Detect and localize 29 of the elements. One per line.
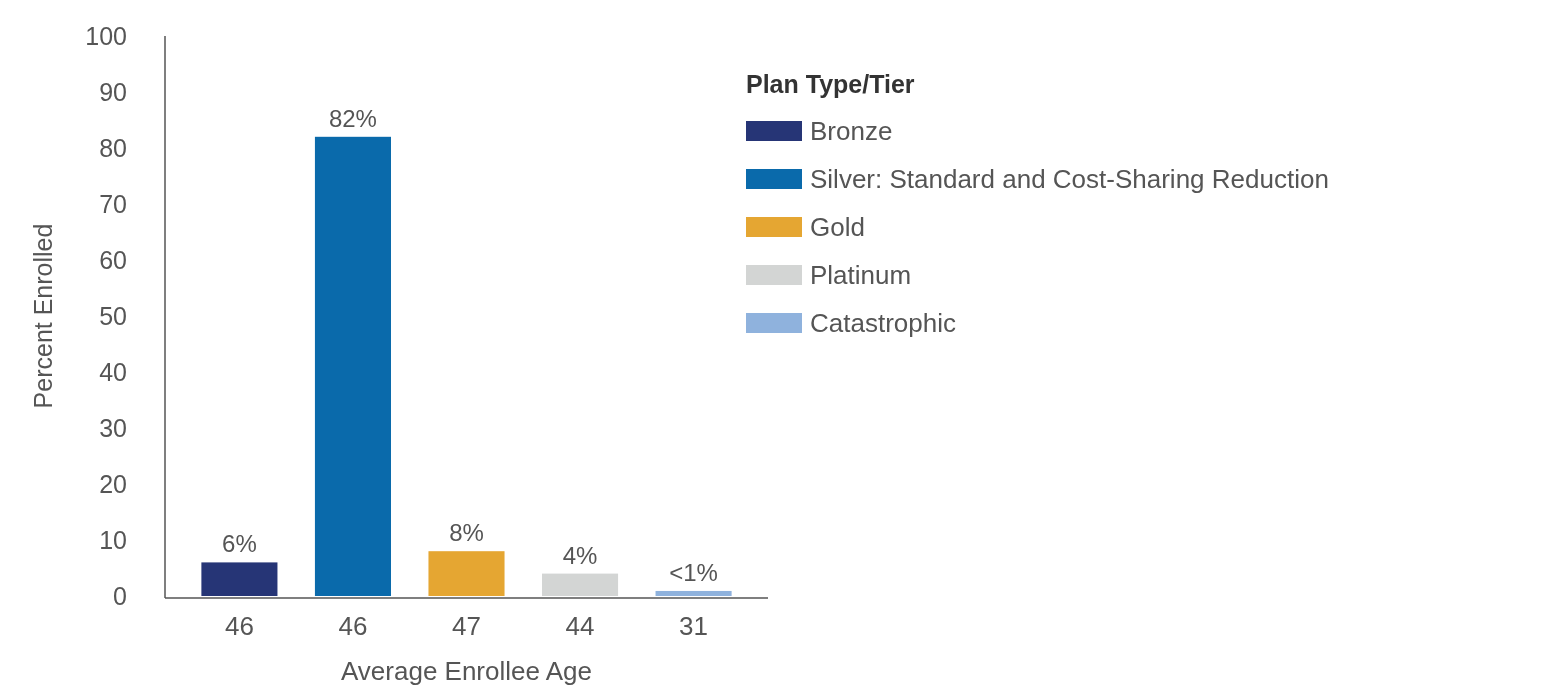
y-tick-label: 70: [99, 190, 127, 218]
x-tick-label: 31: [679, 611, 709, 641]
legend-label: Gold: [810, 212, 865, 242]
x-tick-label: 47: [452, 611, 481, 641]
y-tick-label: 90: [99, 78, 127, 106]
legend-label: Platinum: [810, 260, 912, 290]
x-axis-title: Average Enrollee Age: [340, 656, 593, 686]
text: 6%: [222, 530, 257, 558]
text: 4%: [562, 541, 598, 569]
y-tick-label: 30: [99, 414, 127, 442]
text: 82%: [328, 104, 377, 132]
x-tick-label: 44: [565, 611, 595, 641]
y-tick-label: 0: [113, 582, 127, 610]
y-tick-label: 40: [99, 358, 127, 386]
x-tick-label: 46: [224, 611, 254, 641]
y-tick-label: 80: [99, 134, 127, 162]
x-tick-label: 46: [338, 611, 368, 641]
text: <1%: [669, 558, 718, 586]
legend-label: Silver: Standard and Cost-Sharing Reduction: [810, 164, 1329, 194]
y-tick-label: 60: [99, 246, 127, 274]
text: 8%: [449, 519, 484, 547]
y-axis-title: Percent Enrolled: [29, 223, 57, 409]
y-tick-label: 50: [99, 302, 127, 330]
legend-title: Plan Type/Tier: [746, 70, 915, 98]
legend-label: Bronze: [810, 116, 893, 146]
y-tick-label: 10: [99, 526, 127, 554]
y-tick-label: 100: [85, 22, 127, 50]
legend-label: Catastrophic: [810, 308, 956, 338]
y-tick-label: 20: [99, 470, 127, 498]
